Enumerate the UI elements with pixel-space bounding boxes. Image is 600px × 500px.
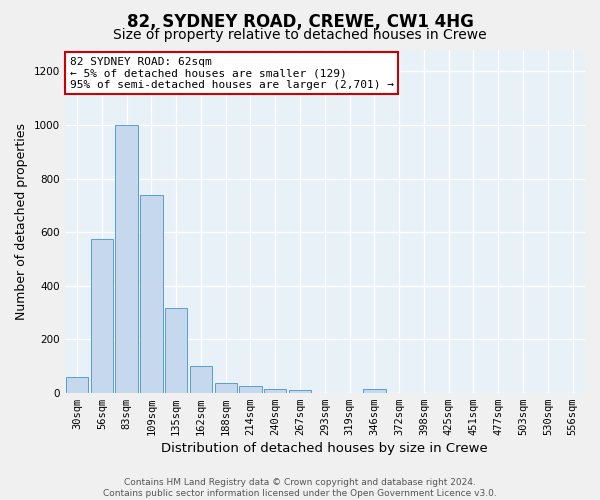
Text: 82, SYDNEY ROAD, CREWE, CW1 4HG: 82, SYDNEY ROAD, CREWE, CW1 4HG: [127, 12, 473, 30]
X-axis label: Distribution of detached houses by size in Crewe: Distribution of detached houses by size …: [161, 442, 488, 455]
Text: 82 SYDNEY ROAD: 62sqm
← 5% of detached houses are smaller (129)
95% of semi-deta: 82 SYDNEY ROAD: 62sqm ← 5% of detached h…: [70, 57, 394, 90]
Bar: [165, 308, 187, 392]
Y-axis label: Number of detached properties: Number of detached properties: [15, 123, 28, 320]
Text: Contains HM Land Registry data © Crown copyright and database right 2024.
Contai: Contains HM Land Registry data © Crown c…: [103, 478, 497, 498]
Bar: [289, 390, 311, 392]
Bar: [140, 194, 163, 392]
Bar: [190, 366, 212, 392]
Bar: [66, 376, 88, 392]
Bar: [115, 125, 138, 392]
Bar: [91, 238, 113, 392]
Bar: [264, 388, 286, 392]
Bar: [239, 386, 262, 392]
Bar: [215, 382, 237, 392]
Bar: [363, 388, 386, 392]
Text: Size of property relative to detached houses in Crewe: Size of property relative to detached ho…: [113, 28, 487, 42]
